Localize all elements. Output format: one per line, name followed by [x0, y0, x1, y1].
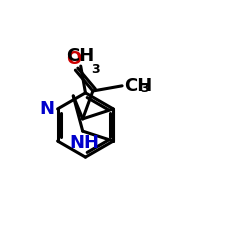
Text: NH: NH	[69, 134, 99, 152]
Text: O: O	[66, 50, 82, 68]
Text: 3: 3	[140, 82, 148, 95]
Text: CH: CH	[66, 47, 95, 65]
Text: 3: 3	[91, 63, 100, 76]
Text: CH: CH	[124, 77, 153, 95]
Text: N: N	[39, 100, 54, 118]
